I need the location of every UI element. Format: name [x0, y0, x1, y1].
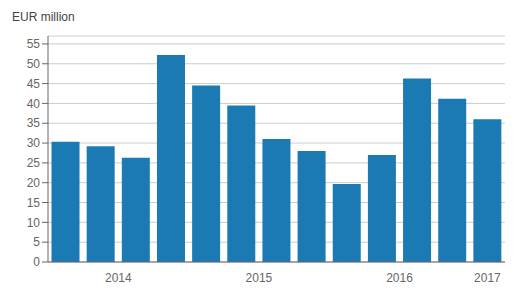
svg-text:40: 40	[27, 97, 41, 111]
svg-text:2016: 2016	[386, 271, 413, 285]
svg-text:45: 45	[27, 77, 41, 91]
svg-text:2017: 2017	[474, 271, 501, 285]
svg-text:55: 55	[27, 37, 41, 51]
svg-text:0: 0	[33, 255, 40, 269]
svg-text:20: 20	[27, 176, 41, 190]
svg-text:2014: 2014	[105, 271, 132, 285]
svg-text:30: 30	[27, 136, 41, 150]
svg-text:50: 50	[27, 57, 41, 71]
svg-text:2015: 2015	[246, 271, 273, 285]
html-text:EUR million: EUR million	[12, 10, 75, 24]
svg-text:5: 5	[33, 235, 40, 249]
svg-text:15: 15	[27, 196, 41, 210]
svg-text:25: 25	[27, 156, 41, 170]
svg-text:10: 10	[27, 216, 41, 230]
svg-text:35: 35	[27, 116, 41, 130]
